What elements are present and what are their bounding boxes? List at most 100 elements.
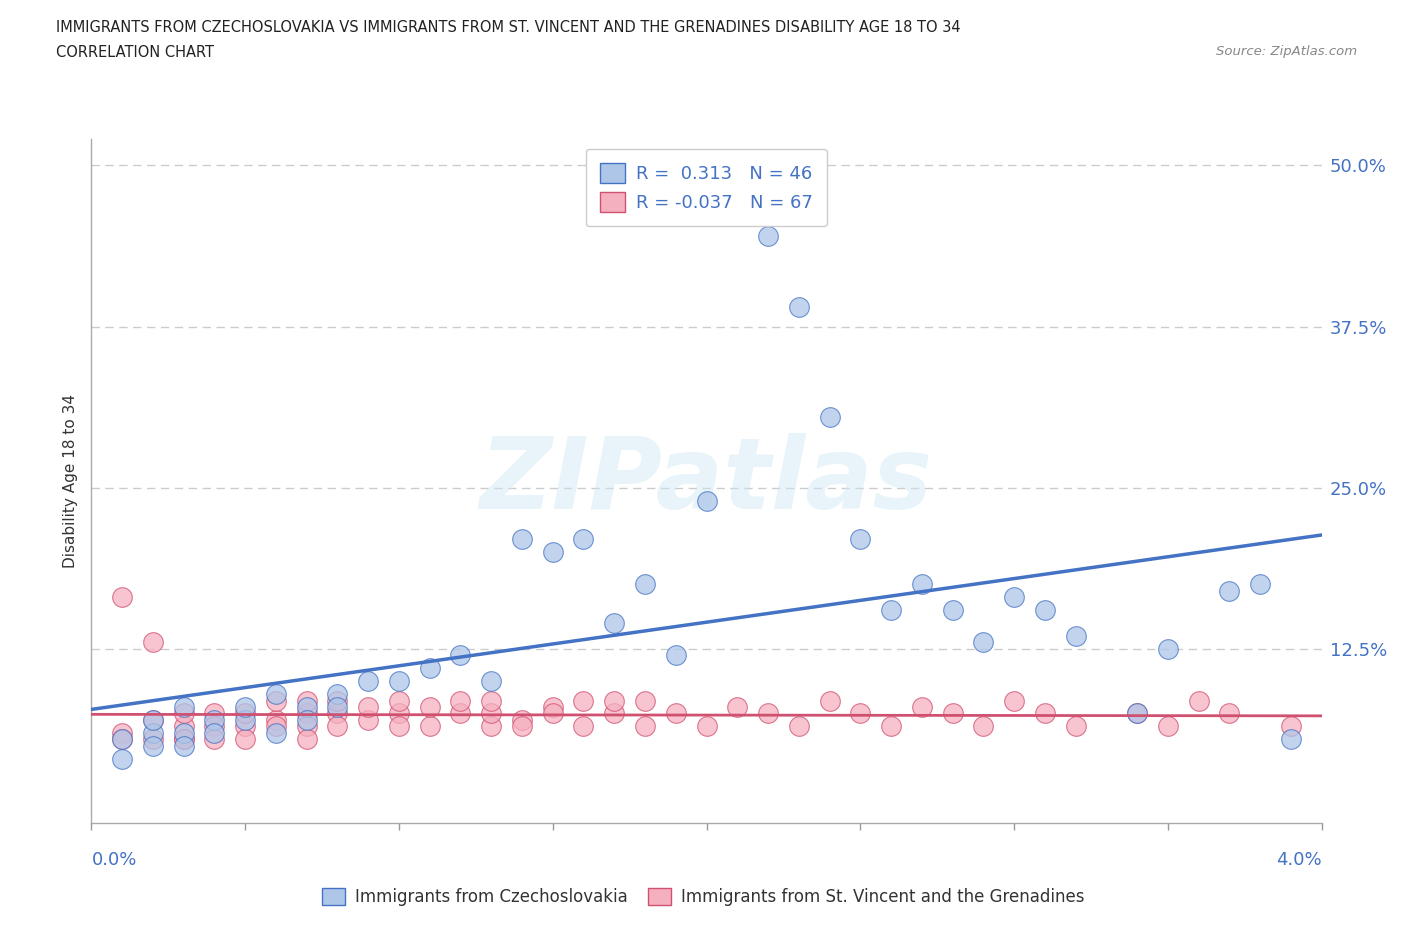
Point	[634, 719, 657, 734]
Text: Source: ZipAtlas.com: Source: ZipAtlas.com	[1216, 45, 1357, 58]
Point	[1157, 642, 1180, 657]
Point	[572, 532, 595, 547]
Point	[510, 712, 533, 727]
Point	[787, 299, 810, 314]
Point	[264, 725, 287, 740]
Point	[603, 616, 626, 631]
Point	[173, 699, 195, 714]
Point	[972, 635, 994, 650]
Point	[1157, 719, 1180, 734]
Point	[572, 719, 595, 734]
Point	[111, 732, 134, 747]
Point	[142, 732, 165, 747]
Point	[880, 603, 903, 618]
Point	[233, 712, 256, 727]
Point	[264, 686, 287, 701]
Point	[142, 738, 165, 753]
Point	[357, 699, 380, 714]
Text: ZIPatlas: ZIPatlas	[479, 432, 934, 530]
Point	[295, 693, 318, 708]
Text: CORRELATION CHART: CORRELATION CHART	[56, 45, 214, 60]
Point	[357, 673, 380, 688]
Point	[111, 732, 134, 747]
Point	[787, 719, 810, 734]
Point	[818, 693, 841, 708]
Point	[756, 706, 779, 721]
Point	[603, 706, 626, 721]
Point	[479, 706, 502, 721]
Point	[849, 706, 872, 721]
Point	[142, 635, 165, 650]
Point	[572, 693, 595, 708]
Point	[173, 725, 195, 740]
Point	[202, 712, 225, 727]
Point	[142, 725, 165, 740]
Point	[233, 719, 256, 734]
Point	[111, 590, 134, 604]
Point	[510, 532, 533, 547]
Point	[388, 719, 411, 734]
Point	[1187, 693, 1209, 708]
Point	[541, 545, 564, 560]
Point	[1064, 629, 1087, 644]
Point	[1033, 603, 1056, 618]
Point	[142, 712, 165, 727]
Point	[695, 719, 717, 734]
Point	[941, 706, 963, 721]
Point	[173, 732, 195, 747]
Point	[388, 693, 411, 708]
Point	[449, 706, 471, 721]
Point	[233, 732, 256, 747]
Point	[142, 712, 165, 727]
Point	[479, 693, 502, 708]
Point	[419, 719, 441, 734]
Text: 4.0%: 4.0%	[1277, 851, 1322, 870]
Legend: R =  0.313   N = 46, R = -0.037   N = 67: R = 0.313 N = 46, R = -0.037 N = 67	[585, 149, 828, 226]
Point	[326, 706, 349, 721]
Point	[326, 686, 349, 701]
Point	[1033, 706, 1056, 721]
Point	[479, 673, 502, 688]
Point	[202, 725, 225, 740]
Point	[911, 577, 934, 591]
Point	[941, 603, 963, 618]
Point	[1279, 732, 1302, 747]
Point	[449, 693, 471, 708]
Point	[233, 699, 256, 714]
Point	[1064, 719, 1087, 734]
Point	[1249, 577, 1271, 591]
Point	[111, 725, 134, 740]
Point	[295, 699, 318, 714]
Point	[756, 229, 779, 244]
Point	[357, 712, 380, 727]
Point	[202, 719, 225, 734]
Point	[479, 719, 502, 734]
Point	[173, 732, 195, 747]
Point	[1126, 706, 1149, 721]
Point	[388, 673, 411, 688]
Point	[173, 706, 195, 721]
Point	[972, 719, 994, 734]
Point	[880, 719, 903, 734]
Point	[326, 693, 349, 708]
Point	[911, 699, 934, 714]
Point	[202, 706, 225, 721]
Legend: Immigrants from Czechoslovakia, Immigrants from St. Vincent and the Grenadines: Immigrants from Czechoslovakia, Immigran…	[315, 881, 1091, 912]
Point	[295, 706, 318, 721]
Point	[295, 712, 318, 727]
Point	[634, 693, 657, 708]
Point	[326, 719, 349, 734]
Point	[264, 693, 287, 708]
Point	[665, 706, 688, 721]
Point	[264, 719, 287, 734]
Point	[634, 577, 657, 591]
Point	[818, 409, 841, 424]
Point	[725, 699, 748, 714]
Point	[665, 648, 688, 663]
Point	[173, 719, 195, 734]
Point	[1218, 583, 1240, 598]
Point	[295, 719, 318, 734]
Point	[541, 699, 564, 714]
Point	[388, 706, 411, 721]
Point	[695, 493, 717, 508]
